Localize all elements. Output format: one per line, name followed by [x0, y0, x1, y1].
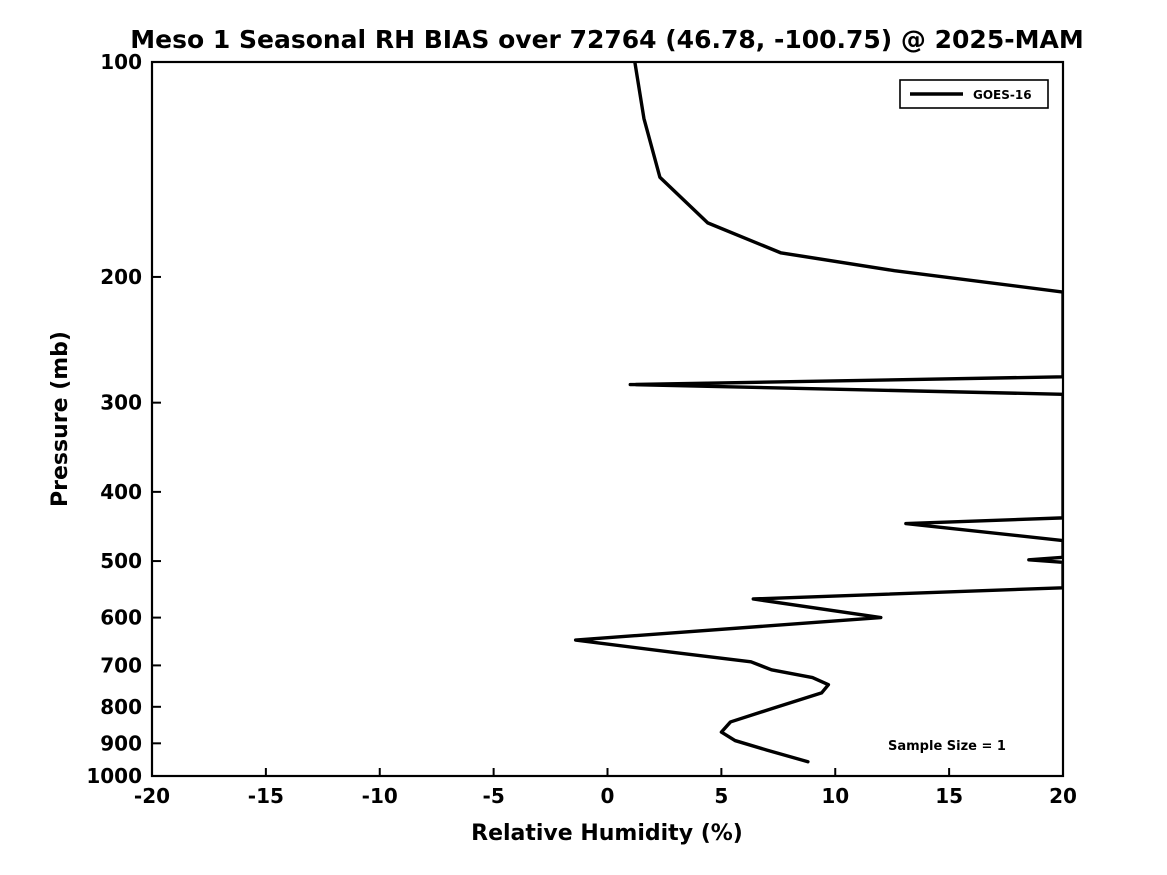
chart-title: Meso 1 Seasonal RH BIAS over 72764 (46.7…: [130, 25, 1083, 54]
plot-area-frame: [150, 60, 1065, 778]
y-tick-label: 900: [100, 731, 142, 755]
sample-size-annotation: Sample Size = 1: [888, 739, 1006, 754]
x-tick-label: 10: [821, 784, 849, 808]
y-tick-label: 100: [100, 50, 142, 74]
x-tick-label: 15: [935, 784, 963, 808]
y-tick-label: 500: [100, 549, 142, 573]
y-tick-label: 300: [100, 391, 142, 415]
y-tick-label: 400: [100, 480, 142, 504]
x-tick-label: -5: [483, 784, 505, 808]
y-tick-label: 600: [100, 606, 142, 630]
y-axis-ticks: 100 200 300 400 500 600 700 800 900 1000: [86, 50, 161, 788]
data-series-group: [573, 62, 1063, 764]
y-tick-label: 200: [100, 265, 142, 289]
data-line-goes-16: [573, 62, 1063, 764]
y-tick-label: 700: [100, 653, 142, 677]
x-axis-label: Relative Humidity (%): [471, 821, 743, 846]
legend-label-goes-16: GOES-16: [973, 88, 1032, 102]
y-axis-label: Pressure (mb): [48, 331, 73, 507]
x-tick-label: 0: [601, 784, 615, 808]
x-tick-label: -20: [134, 784, 170, 808]
y-tick-label: 1000: [86, 764, 142, 788]
legend: GOES-16: [899, 79, 1049, 109]
y-tick-label: 800: [100, 695, 142, 719]
x-tick-label: -15: [248, 784, 284, 808]
x-tick-label: -10: [362, 784, 398, 808]
x-tick-label: 20: [1049, 784, 1077, 808]
x-axis-ticks: -20 -15 -10 -5 0 5 10 15 20: [134, 768, 1077, 808]
x-tick-label: 5: [714, 784, 728, 808]
